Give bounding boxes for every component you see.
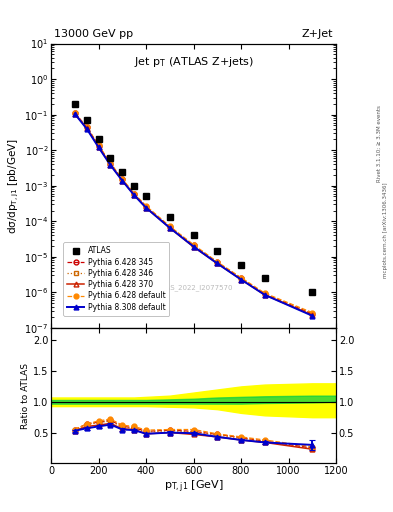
Legend: ATLAS, Pythia 6.428 345, Pythia 6.428 346, Pythia 6.428 370, Pythia 6.428 defaul: ATLAS, Pythia 6.428 345, Pythia 6.428 34… <box>63 243 169 315</box>
Text: ATLAS_2022_I2077570: ATLAS_2022_I2077570 <box>154 285 233 291</box>
Text: mcplots.cern.ch [arXiv:1306.3436]: mcplots.cern.ch [arXiv:1306.3436] <box>384 183 388 278</box>
Text: Z+Jet: Z+Jet <box>302 29 333 39</box>
Y-axis label: $d\sigma/dp_{T,j1}$ [pb/GeV]: $d\sigma/dp_{T,j1}$ [pb/GeV] <box>7 138 21 233</box>
Text: Jet $p_T$ (ATLAS Z+jets): Jet $p_T$ (ATLAS Z+jets) <box>134 55 253 69</box>
X-axis label: $p_{T,j1}$ [GeV]: $p_{T,j1}$ [GeV] <box>164 479 223 495</box>
Y-axis label: Ratio to ATLAS: Ratio to ATLAS <box>21 362 30 429</box>
Text: Rivet 3.1.10; ≥ 3.3M events: Rivet 3.1.10; ≥ 3.3M events <box>377 105 382 182</box>
Text: 13000 GeV pp: 13000 GeV pp <box>54 29 133 39</box>
